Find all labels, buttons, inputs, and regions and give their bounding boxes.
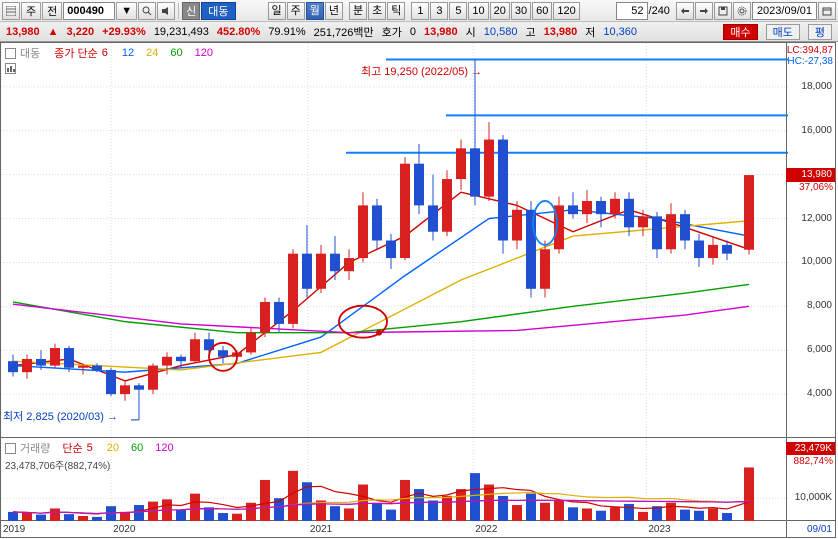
sound-icon[interactable] [157, 2, 175, 20]
vol-current: 23,478,706주(882,74%) [5, 457, 174, 472]
hoga-value: 0 [410, 26, 416, 38]
price-legend: 대동 종가 단순 6 12 24 60 120 [5, 45, 213, 77]
period-10[interactable]: 10 [468, 2, 488, 20]
hc-label: HC:-27,38 [787, 56, 833, 67]
ma60: 60 [170, 47, 182, 59]
p1: 13,980 [424, 26, 458, 38]
current-price-label: 13,980 [786, 168, 835, 182]
period-5[interactable]: 5 [449, 2, 467, 20]
go-label: 고 [525, 24, 535, 40]
jeo-value: 10,360 [603, 26, 637, 38]
period-week[interactable]: 주 [287, 2, 305, 20]
price-canvas [1, 43, 788, 438]
period-year[interactable]: 년 [325, 2, 343, 20]
change-value: 3,220 [67, 26, 95, 38]
ma120: 120 [195, 47, 213, 59]
legend-chart-icon[interactable] [5, 63, 16, 74]
period-1[interactable]: 1 [411, 2, 429, 20]
count-total: /240 [649, 5, 670, 17]
lc-label: LC:394,87 [787, 45, 833, 56]
nav-mid[interactable]: 전 [42, 2, 62, 20]
vol-ma60: 60 [131, 442, 143, 454]
stock-prefix: 신 [182, 2, 200, 20]
tool-icon-2[interactable] [695, 2, 713, 20]
ma6: 6 [102, 47, 108, 59]
xaxis-right: 09/01 [786, 519, 835, 537]
volume-legend: 거래량 단순 5 20 60 120 23,478,706주(882,74%) [5, 440, 174, 472]
vol-label: 거래량 [20, 440, 50, 456]
vol-legend-toggle-icon[interactable] [5, 443, 16, 454]
calendar-icon[interactable] [818, 2, 836, 20]
volume-chart[interactable]: 거래량 단순 5 20 60 120 23,478,706주(882,74%) [1, 438, 788, 521]
vol-type: 단순 [62, 440, 82, 456]
date-display[interactable]: 2023/09/01 [752, 2, 817, 20]
period-120[interactable]: 120 [553, 2, 579, 20]
change-pct: +29.93% [102, 26, 146, 38]
xaxis: 20192020202120222023 [1, 519, 788, 537]
stock-name: 대동 [201, 2, 235, 20]
stock-code-input[interactable] [63, 2, 115, 20]
ma24: 24 [146, 47, 158, 59]
change-arrow: ▲ [48, 26, 59, 38]
vol-badge: 23,479K [786, 442, 835, 455]
legend-name: 대동 [20, 45, 40, 61]
sell-button[interactable]: 매도 [766, 24, 800, 40]
toolbar-top: 주 전 ▼ 신 대동 일 주 월 년 분 초 틱 1 3 5 10 20 30 … [0, 0, 838, 22]
volume: 19,231,493 [154, 26, 209, 38]
jeo-label: 저 [585, 24, 595, 40]
period-tick[interactable]: 틱 [387, 2, 405, 20]
flat-button[interactable]: 평 [808, 24, 832, 40]
volume-yaxis: 23,479K 882,74% 10,000K [786, 438, 835, 521]
save-icon[interactable] [714, 2, 732, 20]
go-value: 13,980 [544, 26, 578, 38]
separator [178, 3, 179, 19]
xaxis-date: 09/01 [807, 524, 832, 535]
code-dropdown[interactable]: ▼ [116, 2, 137, 20]
sheet-icon[interactable] [2, 2, 20, 20]
count-input[interactable] [616, 2, 648, 20]
pct2: 79.91% [268, 26, 305, 38]
status-bar: 13,980 ▲ 3,220 +29.93% 19,231,493 452.80… [0, 22, 838, 42]
nav-left[interactable]: 주 [21, 2, 41, 20]
vol-ma120: 120 [155, 442, 173, 454]
tool-icon-1[interactable] [676, 2, 694, 20]
price-yaxis: LC:394,87 HC:-27,38 4,0006,0008,00010,00… [786, 43, 835, 438]
period-3[interactable]: 3 [430, 2, 448, 20]
period-sec[interactable]: 초 [368, 2, 386, 20]
gear-icon[interactable] [733, 2, 751, 20]
search-icon[interactable] [138, 2, 156, 20]
ma12: 12 [122, 47, 134, 59]
current-price: 13,980 [6, 26, 40, 38]
period-day[interactable]: 일 [268, 2, 286, 20]
pct1: 452.80% [217, 26, 260, 38]
si-value: 10,580 [484, 26, 518, 38]
vol-ma5: 5 [87, 442, 93, 454]
period-month[interactable]: 월 [306, 2, 324, 20]
period-min[interactable]: 분 [349, 2, 367, 20]
price-chart[interactable]: 대동 종가 단순 6 12 24 60 120 최고 19,250 (2022/… [1, 43, 788, 438]
period-20[interactable]: 20 [490, 2, 510, 20]
legend-close: 종가 단순 [54, 45, 98, 61]
si-label: 시 [466, 24, 476, 40]
chart-container: 대동 종가 단순 6 12 24 60 120 최고 19,250 (2022/… [0, 42, 836, 538]
hoga-label: 호가 [382, 24, 402, 40]
vol-badge-pct: 882,74% [794, 456, 833, 467]
low-annotation: 최저 2,825 (2020/03) → [3, 408, 118, 424]
buy-button[interactable]: 매수 [723, 24, 757, 40]
current-pct-label: 37,06% [799, 182, 833, 193]
trade-value: 251,726백만 [314, 24, 374, 40]
vol-ma20: 20 [107, 442, 119, 454]
period-30[interactable]: 30 [511, 2, 531, 20]
high-annotation: 최고 19,250 (2022/05) → [361, 63, 482, 79]
legend-toggle-icon[interactable] [5, 48, 16, 59]
period-60[interactable]: 60 [532, 2, 552, 20]
